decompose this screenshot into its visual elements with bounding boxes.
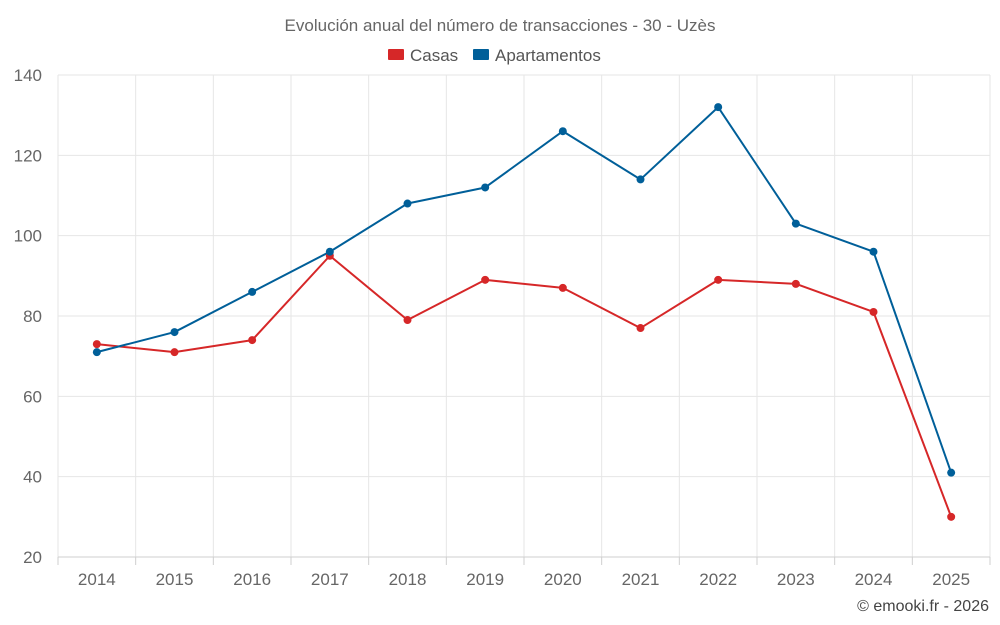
- data-point-casas[interactable]: [869, 307, 878, 316]
- x-tick-label: 2023: [777, 570, 815, 589]
- y-tick-label: 40: [23, 468, 42, 487]
- credit-text: © emooki.fr - 2026: [857, 598, 989, 615]
- y-tick-label: 20: [23, 548, 42, 567]
- data-point-apartamentos[interactable]: [714, 103, 723, 112]
- series-lines: [96, 106, 953, 518]
- x-axis-ticks: 2014 2015 2016 2017 2018 2019 2020 2021 2022 2023…: [57, 557, 991, 589]
- data-point-apartamentos[interactable]: [170, 328, 179, 337]
- legend-swatch-casas[interactable]: [388, 49, 404, 60]
- data-point-casas[interactable]: [558, 283, 567, 292]
- y-tick-label: 60: [23, 387, 42, 406]
- data-point-apartamentos[interactable]: [869, 247, 878, 256]
- data-point-casas[interactable]: [248, 336, 257, 345]
- series-line-apartamentos: [96, 106, 953, 473]
- x-tick-label: 2021: [622, 570, 660, 589]
- chart-title: Evolución anual del número de transaccio…: [285, 16, 716, 35]
- y-tick-label: 120: [14, 146, 42, 165]
- data-point-apartamentos[interactable]: [947, 468, 956, 477]
- x-tick-label: 2024: [855, 570, 893, 589]
- data-point-apartamentos[interactable]: [325, 247, 334, 256]
- data-point-apartamentos[interactable]: [791, 219, 800, 228]
- x-tick-label: 2016: [233, 570, 271, 589]
- x-tick-label: 2018: [389, 570, 427, 589]
- data-point-casas[interactable]: [481, 275, 490, 284]
- series-points: [92, 103, 956, 521]
- x-tick-label: 2022: [699, 570, 737, 589]
- x-tick-label: 2015: [156, 570, 194, 589]
- x-gridlines: [57, 75, 991, 557]
- legend-label-apartamentos[interactable]: Apartamentos: [495, 46, 601, 65]
- data-point-casas[interactable]: [714, 275, 723, 284]
- data-point-apartamentos[interactable]: [248, 287, 257, 296]
- data-point-casas[interactable]: [403, 316, 412, 325]
- y-tick-label: 80: [23, 307, 42, 326]
- x-tick-label: 2019: [466, 570, 504, 589]
- x-tick-label: 2025: [932, 570, 970, 589]
- data-point-apartamentos[interactable]: [481, 183, 490, 192]
- data-point-apartamentos[interactable]: [558, 127, 567, 136]
- legend-swatch-apartamentos[interactable]: [473, 49, 489, 60]
- y-tick-label: 140: [14, 66, 42, 85]
- y-axis-ticks: 20 40 60 80 100 120 140: [14, 66, 42, 567]
- data-point-apartamentos[interactable]: [636, 175, 645, 184]
- data-point-casas[interactable]: [791, 279, 800, 288]
- legend[interactable]: Casas Apartamentos: [388, 46, 601, 65]
- data-point-apartamentos[interactable]: [92, 348, 101, 357]
- data-point-casas[interactable]: [170, 348, 179, 357]
- data-point-casas[interactable]: [636, 324, 645, 333]
- x-tick-label: 2014: [78, 570, 116, 589]
- data-point-apartamentos[interactable]: [403, 199, 412, 208]
- y-tick-label: 100: [14, 227, 42, 246]
- series-line-casas: [96, 254, 953, 518]
- legend-label-casas[interactable]: Casas: [410, 46, 458, 65]
- x-tick-label: 2020: [544, 570, 582, 589]
- x-tick-label: 2017: [311, 570, 349, 589]
- data-point-casas[interactable]: [947, 512, 956, 521]
- data-point-casas[interactable]: [92, 340, 101, 349]
